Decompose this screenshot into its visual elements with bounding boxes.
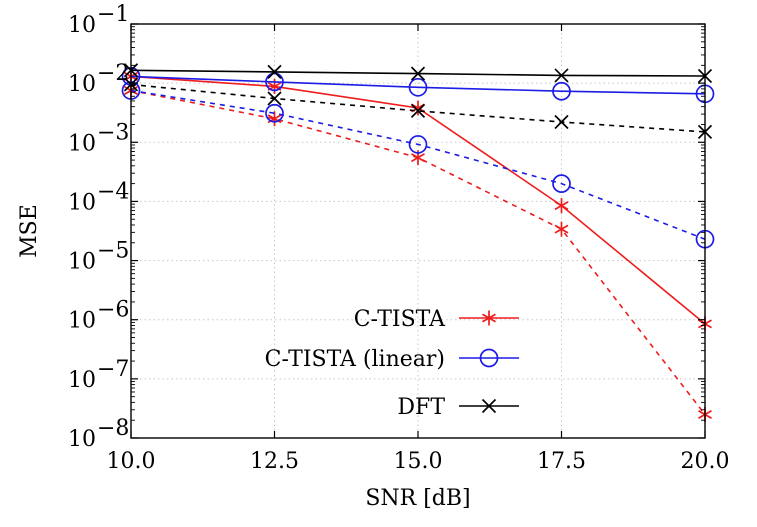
y-tick-label: 10 xyxy=(68,13,96,38)
tick-layer: 10.0 12.5 15.0 17.5 20.010−810−710−610−510−4… xyxy=(68,2,729,474)
x-marker xyxy=(554,114,569,130)
x-marker xyxy=(267,64,282,79)
x-marker xyxy=(481,398,497,414)
y-tick-label: 10 xyxy=(68,309,96,334)
star-marker xyxy=(554,198,569,214)
series-line-dft-dashed xyxy=(130,83,706,133)
x-tick-label: 20.0 xyxy=(681,449,730,474)
y-tick-label: 10 xyxy=(68,427,96,452)
circle-marker xyxy=(265,103,284,123)
y-tick-exponent: −6 xyxy=(97,298,129,323)
y-tick-exponent: −4 xyxy=(97,179,129,204)
y-tick-exponent: −3 xyxy=(97,120,129,145)
x-tick-label: 17.5 xyxy=(537,449,586,474)
legend-label: C-TISTA (linear) xyxy=(265,347,445,372)
circle-marker xyxy=(265,72,284,92)
star-marker xyxy=(554,221,569,237)
x-tick-label: 10.0 xyxy=(107,449,156,474)
x-axis-label: SNR [dB] xyxy=(365,486,470,511)
x-marker xyxy=(554,68,569,83)
series-line-c-tista-linear-solid xyxy=(130,75,706,95)
grid-layer xyxy=(131,24,705,438)
circle-marker xyxy=(408,77,428,97)
x-marker xyxy=(410,66,426,81)
series-line-c-tista-linear-dashed xyxy=(130,89,706,240)
y-tick-label: 10 xyxy=(68,368,96,393)
circle-marker xyxy=(552,81,571,101)
y-tick-label: 10 xyxy=(68,190,96,215)
x-marker xyxy=(410,103,426,118)
y-tick-exponent: −7 xyxy=(97,357,129,382)
x-tick-label: 15.0 xyxy=(394,449,443,474)
y-tick-exponent: −2 xyxy=(97,61,129,86)
y-tick-exponent: −5 xyxy=(97,239,129,264)
legend-label: C-TISTA xyxy=(354,307,446,332)
y-tick-label: 10 xyxy=(68,250,96,275)
legend-label: DFT xyxy=(397,395,445,420)
circle-marker xyxy=(408,135,428,154)
star-marker xyxy=(267,111,282,127)
y-tick-exponent: −1 xyxy=(97,2,129,27)
x-marker xyxy=(267,91,282,106)
star-marker xyxy=(482,310,496,326)
legend: C-TISTA C-TISTA (linear) DFT xyxy=(265,307,519,420)
y-axis-label: MSE xyxy=(17,204,42,258)
x-tick-label: 12.5 xyxy=(250,449,299,474)
y-tick-exponent: −8 xyxy=(97,416,129,441)
circle-marker xyxy=(479,348,499,368)
circle-marker xyxy=(552,174,571,193)
y-tick-label: 10 xyxy=(68,72,96,97)
y-tick-label: 10 xyxy=(68,131,96,156)
